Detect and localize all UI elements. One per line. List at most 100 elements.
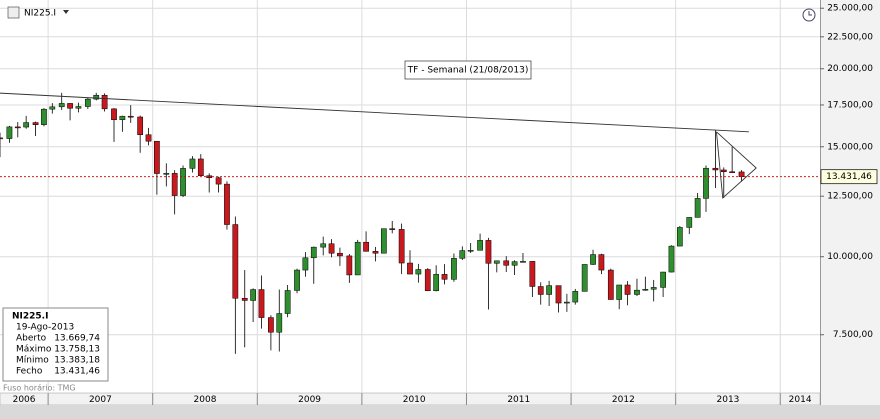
candle-body — [119, 115, 126, 121]
candle-body — [624, 284, 631, 295]
info-value: 13.431,46 — [54, 367, 100, 377]
last-price-box — [820, 169, 878, 185]
y-tick-label: 7.500,00 — [833, 330, 873, 340]
symbol[interactable]: NI225.I — [24, 9, 56, 19]
candle-body — [49, 106, 56, 110]
grid: 7.500,00 10.000,00 12.500,00 15.000,00 17.50… — [0, 0, 873, 405]
candle-body — [294, 269, 300, 291]
candle-body — [424, 269, 431, 292]
x-tick-label: 2008 — [194, 395, 217, 405]
candle-body — [598, 254, 605, 271]
candle-body — [180, 168, 186, 196]
candle-body — [101, 94, 108, 110]
candle-body — [328, 243, 335, 254]
candle-body — [302, 257, 309, 271]
candle-body — [511, 261, 518, 266]
candle-body — [694, 198, 701, 218]
candle-body — [555, 285, 562, 304]
candle-body — [14, 126, 21, 129]
symbol-icon[interactable] — [7, 6, 20, 19]
candle-body — [389, 228, 396, 230]
candle-body — [363, 241, 369, 252]
candle-body — [171, 173, 178, 196]
candle-body — [354, 241, 361, 276]
candle-body — [477, 240, 483, 251]
timezone: Fuso horário: TMG — [3, 384, 76, 393]
x-tick-label: 2007 — [89, 395, 112, 405]
info-value: 13.669,74 — [54, 334, 100, 344]
candle-body — [320, 243, 327, 248]
candle-body — [634, 289, 640, 295]
title: TF - Semanal (21/08/2013) — [407, 66, 529, 76]
candle-body — [32, 122, 39, 125]
info-label: Fecho — [16, 367, 43, 377]
candle-body — [485, 240, 492, 264]
candle-body — [676, 227, 683, 247]
candle-body — [650, 287, 657, 290]
candle-body — [6, 126, 13, 139]
candle-body — [258, 289, 265, 318]
candle-body — [372, 251, 379, 254]
info-title: NI225.I — [12, 312, 48, 322]
candle-body — [241, 298, 248, 301]
candle-body — [380, 228, 387, 254]
trend-line — [716, 131, 757, 199]
candle-body — [67, 103, 73, 109]
candle-body — [503, 260, 510, 266]
candle-body — [451, 258, 457, 280]
candle-body — [738, 171, 745, 177]
candle-body — [310, 246, 317, 259]
candle-body — [564, 301, 570, 304]
info-label: Aberto — [16, 334, 47, 344]
info-box — [2, 307, 109, 382]
candle-body — [712, 167, 719, 171]
candle-body — [137, 116, 144, 135]
candle-body — [197, 158, 204, 176]
y-tick-label: 25.000,00 — [827, 4, 873, 14]
candle-body — [145, 134, 152, 142]
x-tick-label: 2010 — [403, 395, 426, 405]
candle-body — [154, 140, 160, 174]
candle-body — [433, 274, 440, 292]
candle-body — [407, 262, 413, 275]
y-tick-label: 20.000,00 — [827, 64, 873, 74]
candle-body — [686, 217, 693, 228]
clock-hands — [808, 11, 812, 16]
title-box — [404, 60, 532, 80]
candle-body — [163, 173, 170, 175]
candle-body — [590, 254, 596, 265]
candle-body — [337, 252, 343, 257]
y-tick-label: 22.500,00 — [827, 32, 873, 42]
candle-body — [441, 274, 448, 280]
dropdown-arrow[interactable] — [63, 10, 69, 14]
candle-body — [250, 289, 256, 301]
x-tick-label: 2006 — [13, 395, 36, 405]
candle-body — [398, 229, 405, 264]
scrollbar[interactable] — [0, 405, 880, 419]
last-price-label: 13.431,46 — [826, 172, 872, 182]
candle-body — [703, 167, 709, 199]
candle-body — [529, 261, 536, 287]
info-date: 19-Ago-2013 — [16, 323, 74, 333]
candle-body — [607, 269, 614, 300]
candles — [0, 92, 745, 354]
y-tick-label: 12.500,00 — [827, 192, 873, 202]
candle-body — [232, 224, 239, 299]
y-tick-label: 17.500,00 — [827, 100, 873, 110]
candle-body — [467, 250, 474, 252]
candle-body — [224, 183, 230, 225]
x-tick-label: 2013 — [717, 395, 740, 405]
candle-body — [415, 269, 422, 275]
candle-body — [268, 317, 274, 333]
candle-body — [127, 115, 134, 118]
info-value: 13.383,18 — [54, 356, 100, 366]
candle-body — [660, 271, 666, 288]
candle-body — [0, 137, 3, 140]
info-value: 13.758,13 — [54, 345, 100, 355]
candle-body — [75, 106, 82, 109]
candle-body — [58, 103, 65, 108]
candle-body — [642, 288, 649, 291]
candle-body — [729, 171, 736, 173]
